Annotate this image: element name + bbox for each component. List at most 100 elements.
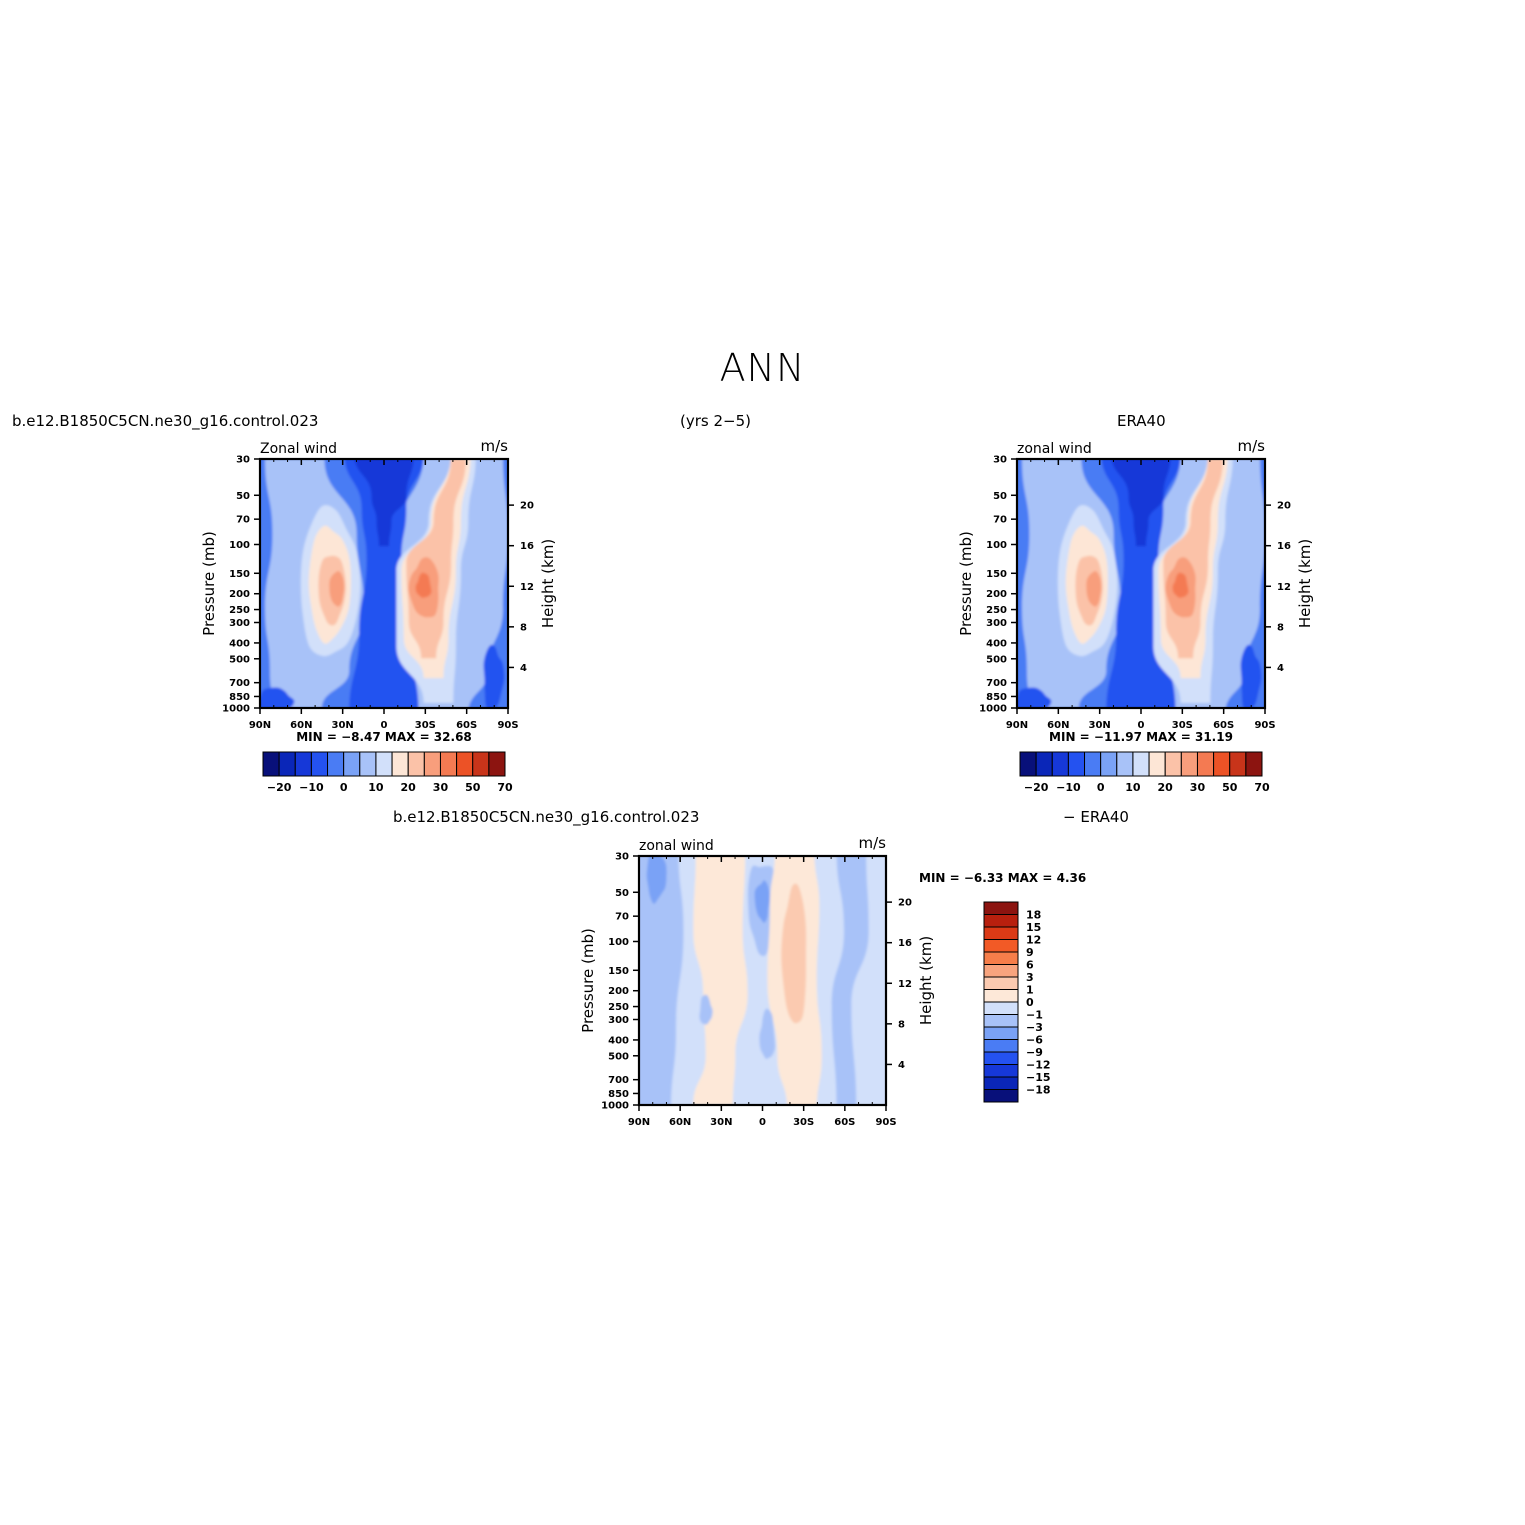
ytick-label: 850 (229, 692, 250, 703)
ytick-right-label: 20 (520, 501, 534, 512)
colorbar-label: −15 (1026, 1071, 1051, 1084)
ytick-label: 50 (615, 888, 629, 899)
colorbar-swatch (983, 1076, 1019, 1090)
colorbar-label: 70 (1254, 781, 1270, 794)
xtick-label: 90S (875, 1117, 896, 1128)
colorbar-label: 6 (1026, 959, 1034, 972)
contour-diff-eq-neg-2 (754, 880, 770, 923)
ytick-label: 400 (986, 638, 1007, 649)
xtick-label: 60S (1213, 720, 1234, 731)
colorbar-label: 20 (401, 781, 417, 794)
xtick-label: 30S (793, 1117, 814, 1128)
colorbar-swatch (488, 751, 506, 777)
colorbar-swatch (983, 914, 1019, 928)
colorbar-swatch (1245, 751, 1263, 777)
ytick-label: 100 (608, 937, 629, 948)
colorbar-swatch (1213, 751, 1231, 777)
ytick-label: 400 (608, 1035, 629, 1046)
colorbar-swatch (1019, 751, 1037, 777)
y-axis-title: Pressure (mb) (200, 531, 218, 636)
y-axis-right-title: Height (km) (1296, 539, 1314, 628)
contour-sh-jet-5 (415, 572, 432, 598)
ytick-right-label: 16 (898, 938, 912, 949)
colorbar-label: 70 (497, 781, 513, 794)
colorbar-swatch (983, 926, 1019, 940)
ytick-label: 70 (615, 912, 629, 923)
colorbar-label: 9 (1026, 946, 1034, 959)
colorbar-swatch (1116, 751, 1134, 777)
ytick-right-label: 16 (520, 541, 534, 552)
ytick-right-label: 16 (1277, 541, 1291, 552)
xtick-label: 60N (1047, 720, 1069, 731)
y-axis-title: Pressure (mb) (957, 531, 975, 636)
contour-diff-small-neg (759, 1008, 776, 1059)
ytick-label: 400 (229, 638, 250, 649)
contour-diff-nh-neg (639, 856, 684, 1105)
obs-label: ERA40 (1117, 412, 1166, 430)
colorbar-swatch (983, 1001, 1019, 1015)
colorbar-swatch (375, 751, 393, 777)
right-string: m/s (859, 834, 887, 852)
colorbar-swatch (983, 976, 1019, 990)
xtick-label: 30N (710, 1117, 732, 1128)
colorbar-label: 15 (1026, 921, 1041, 934)
ytick-label: 100 (229, 540, 250, 551)
ytick-right-label: 8 (898, 1019, 905, 1030)
ytick-right-label: 12 (898, 979, 912, 990)
xtick-label: 30N (1089, 720, 1111, 731)
contour-bottom-right (1240, 644, 1262, 708)
colorbar-label: 18 (1026, 909, 1041, 922)
ytick-right-label: 8 (1277, 622, 1284, 633)
colorbar-swatch (1180, 751, 1198, 777)
ytick-right-label: 12 (520, 582, 534, 593)
main-title: ANN (719, 346, 806, 390)
contour-strat-easterly (1111, 459, 1171, 547)
colorbar-swatch (1196, 751, 1215, 777)
colorbar-swatch (359, 751, 377, 777)
ytick-label: 50 (993, 491, 1007, 502)
contour-bottom-left (1017, 687, 1052, 708)
colorbar-label: 20 (1158, 781, 1174, 794)
xtick-label: 30N (332, 720, 354, 731)
colorbar-swatch (983, 901, 1019, 915)
xtick-label: 90S (1254, 720, 1275, 731)
colorbar-label: −10 (299, 781, 324, 794)
contour-field-diff (639, 856, 886, 1105)
xtick-label: 0 (381, 720, 388, 731)
colorbar-swatch (343, 751, 361, 777)
colorbar-swatch (1051, 751, 1069, 777)
y-axis-title: Pressure (mb) (579, 928, 597, 1033)
xtick-label: 0 (759, 1117, 766, 1128)
contour-bottom-left (260, 687, 295, 708)
contour-diff-sh-neg (831, 856, 869, 1105)
contour-strat-easterly (354, 459, 414, 547)
contour-diff-pos-3 (781, 883, 807, 1024)
colorbar-label: 12 (1026, 934, 1041, 947)
xtick-label: 60S (456, 720, 477, 731)
ytick-label: 250 (608, 1002, 629, 1013)
colorbar-swatch (983, 1026, 1019, 1040)
ytick-label: 500 (229, 654, 250, 665)
colorbar-swatch (278, 751, 296, 777)
left-case-label: b.e12.B1850C5CN.ne30_g16.control.023 (12, 412, 319, 430)
colorbar-swatch (439, 751, 458, 777)
colorbar-label: −20 (1024, 781, 1049, 794)
colorbar-swatch (1035, 751, 1053, 777)
diff-case-label: b.e12.B1850C5CN.ne30_g16.control.023 (393, 808, 700, 826)
colorbar-swatch (1067, 751, 1086, 777)
contour-diff-nh-neg-2 (646, 856, 667, 904)
ytick-label: 100 (986, 540, 1007, 551)
colorbar-swatch (310, 751, 329, 777)
contour-diff-small-neg-2 (699, 994, 713, 1025)
xtick-label: 0 (1138, 720, 1145, 731)
ytick-label: 500 (986, 654, 1007, 665)
ytick-label: 70 (993, 515, 1007, 526)
colorbar-label: −9 (1026, 1046, 1043, 1059)
colorbar-swatch (983, 1089, 1019, 1103)
xtick-label: 60N (290, 720, 312, 731)
right-string: m/s (1238, 437, 1266, 455)
left-string: Zonal wind (260, 441, 337, 457)
contour-diff-pos-1 (693, 856, 748, 1105)
colorbar-label: −3 (1026, 1021, 1043, 1034)
ytick-right-label: 4 (898, 1060, 905, 1071)
